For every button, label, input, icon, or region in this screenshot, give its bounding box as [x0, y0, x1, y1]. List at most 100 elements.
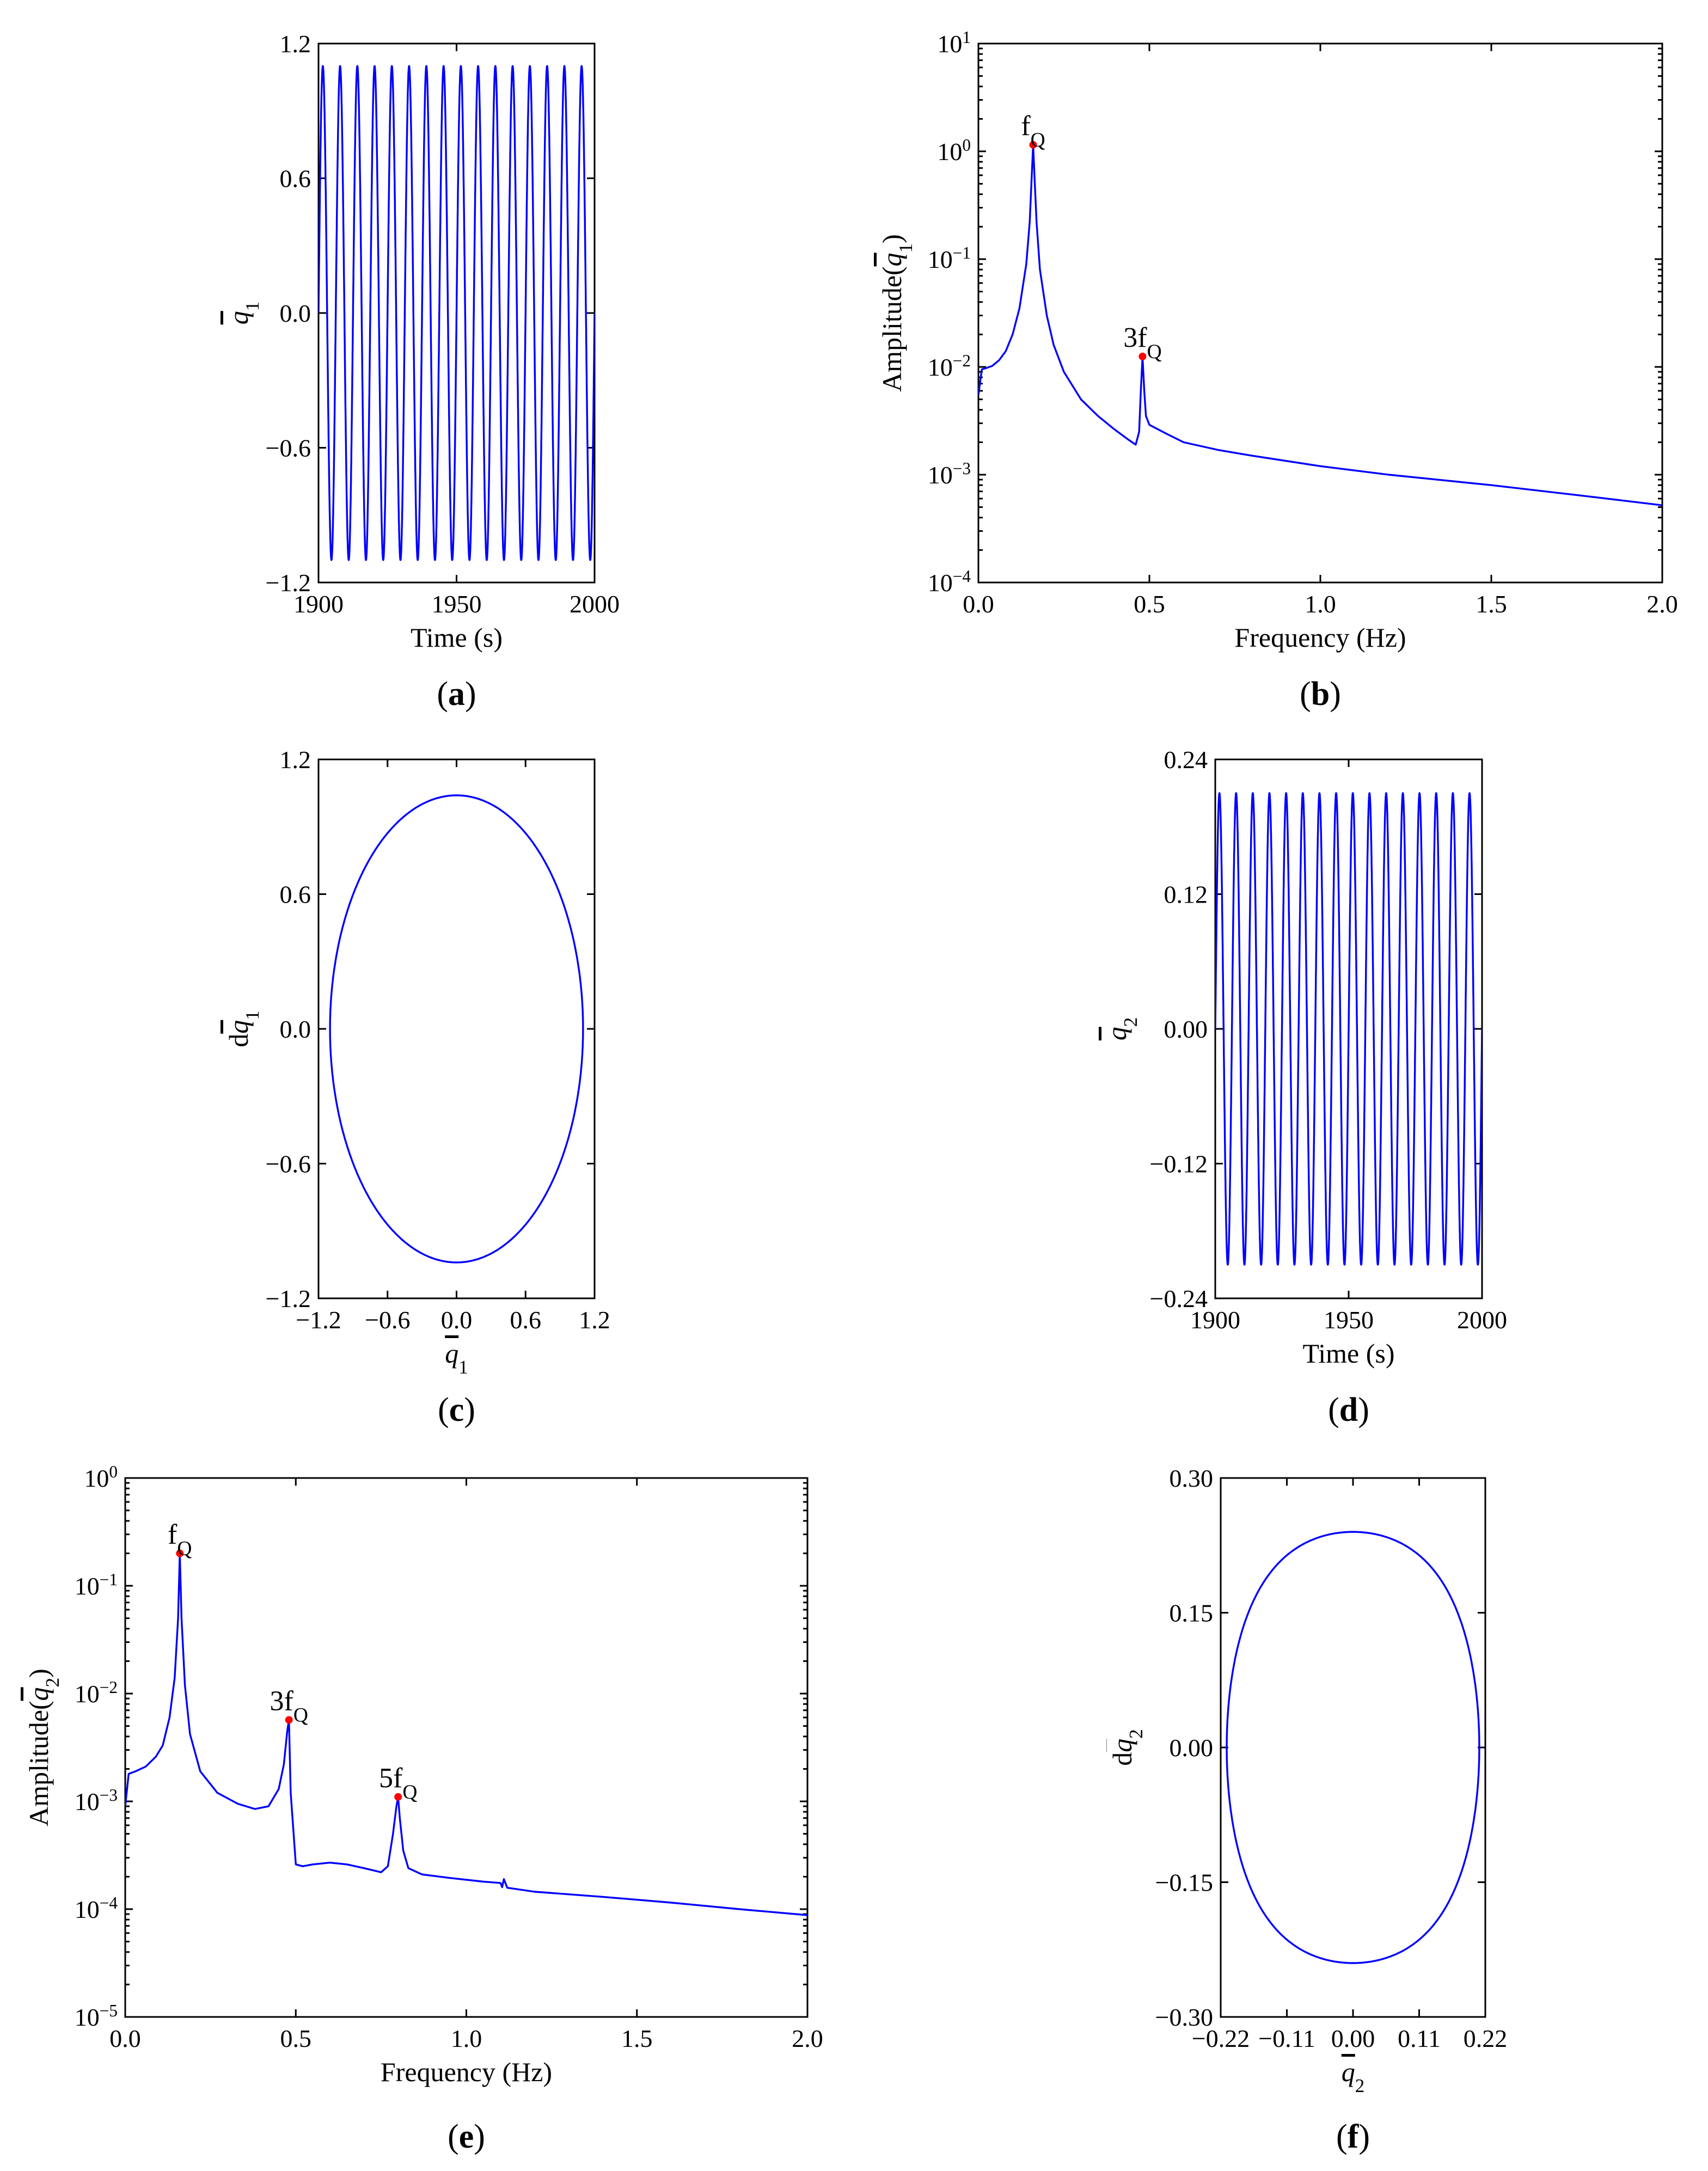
peak-marker — [394, 1793, 402, 1801]
y-tick-label: −0.24 — [1150, 1285, 1208, 1313]
y-tick-label: 1.2 — [280, 746, 311, 774]
peak-label: 5fQ — [379, 1763, 417, 1804]
y-tick-label: 0.6 — [280, 881, 311, 909]
y-tick-label: 10−4 — [928, 567, 971, 597]
y-tick-label: 10−2 — [75, 1678, 118, 1708]
x-tick-label: −0.6 — [365, 1306, 410, 1334]
panel-caption: (e) — [448, 2118, 485, 2155]
y-tick-label: −1.2 — [266, 569, 311, 597]
x-tick-label: 1.0 — [1305, 590, 1336, 618]
y-tick-label: 10−3 — [75, 1786, 118, 1816]
series-line-0 — [125, 1552, 807, 1916]
y-tick-label: 0.15 — [1170, 1599, 1214, 1627]
peak-label: 3fQ — [1123, 322, 1161, 363]
y-tick-label: 100 — [937, 136, 971, 166]
x-tick-label: 0.00 — [1331, 2025, 1375, 2052]
y-tick-label: 100 — [84, 1462, 118, 1493]
y-tick-label: 0.00 — [1164, 1015, 1208, 1043]
series-line-0 — [1215, 792, 1482, 1266]
peak-marker — [1029, 140, 1037, 149]
peak-label: fQ — [1021, 111, 1045, 151]
x-tick-label: 1950 — [432, 590, 482, 618]
x-tick-label: 1950 — [1324, 1306, 1374, 1334]
x-tick-label: 0.5 — [1134, 590, 1165, 618]
plot-frame — [1220, 1477, 1486, 2018]
series-line-0 — [329, 794, 584, 1264]
y-axis-title: q1 — [223, 302, 263, 325]
y-tick-label: 0.6 — [280, 165, 311, 193]
x-axis-title: Frequency (Hz) — [1234, 622, 1406, 653]
plot-frame — [124, 1477, 809, 2018]
y-tick-label: 0.0 — [280, 299, 311, 327]
y-tick-label: −0.30 — [1155, 2003, 1213, 2031]
panel-caption: (f) — [1336, 2118, 1370, 2155]
x-tick-label: 2.0 — [1646, 590, 1678, 618]
peak-marker — [285, 1716, 293, 1724]
x-tick-label: 1.5 — [621, 2025, 653, 2052]
x-tick-label: 0.0 — [963, 590, 994, 618]
y-axis-title: q2 — [1101, 1017, 1141, 1041]
y-tick-label: 10−1 — [928, 243, 971, 274]
y-tick-label: 10−3 — [928, 459, 971, 489]
x-tick-label: 1900 — [293, 590, 344, 618]
x-tick-label: 1.5 — [1476, 590, 1507, 618]
y-tick-label: −0.15 — [1155, 1869, 1213, 1897]
y-tick-label: 0.0 — [280, 1015, 311, 1043]
panel-b: 0.0 0.5 1.0 1.5 2.0 10−4 10−3 10−2 10−1 100 101 Fre… — [877, 28, 1678, 713]
x-tick-label: 2000 — [570, 590, 620, 618]
x-tick-label: 0.11 — [1398, 2025, 1441, 2052]
x-tick-label: −1.2 — [296, 1306, 341, 1334]
plot-frame — [317, 758, 596, 1299]
y-tick-label: 10−5 — [75, 2001, 118, 2032]
panel-a: 1900 1950 2000 −1.2 −0.6 0.0 0.6 1.2 Time (s) q1 (… — [223, 30, 620, 713]
panel-caption: (a) — [437, 676, 476, 713]
panel-d: 1900 1950 2000 −0.24 −0.12 0.00 0.12 0.24 Time (… — [1101, 746, 1507, 1428]
panel-c: −1.2 −0.6 0.0 0.6 1.2 −1.2 −0.6 0.0 0.6 1.2 q1 dq1 (… — [223, 746, 610, 1428]
y-tick-label: 1.2 — [280, 30, 311, 58]
x-tick-label: −0.22 — [1192, 2025, 1250, 2052]
peak-label: fQ — [168, 1519, 192, 1560]
x-axis-title: q1 — [445, 1338, 468, 1378]
y-tick-label: 0.00 — [1170, 1734, 1214, 1762]
x-axis-title: Frequency (Hz) — [381, 2057, 552, 2087]
x-tick-label: 1.2 — [579, 1306, 610, 1334]
y-tick-label: 0.24 — [1164, 746, 1208, 774]
panel-caption: (c) — [438, 1391, 475, 1428]
y-axis-title: Amplitude(q2) — [23, 1669, 63, 1826]
panel-caption: (d) — [1328, 1391, 1369, 1428]
series-line-0 — [319, 65, 595, 561]
x-tick-label: 0.0 — [109, 2025, 141, 2052]
panel-f: −0.22 −0.11 0.00 0.11 0.22 −0.30 −0.15 0.00 0.15… — [1107, 1464, 1507, 2155]
y-tick-label: 0.30 — [1170, 1464, 1214, 1492]
y-axis-title: dq1 — [223, 1010, 263, 1047]
plot-frame — [977, 42, 1663, 584]
x-axis-title: Time (s) — [411, 622, 503, 653]
y-tick-label: −0.12 — [1150, 1150, 1208, 1178]
x-axis-title: q2 — [1342, 2057, 1365, 2096]
x-tick-label: 2000 — [1457, 1306, 1507, 1334]
y-tick-label: 0.12 — [1164, 881, 1208, 909]
peak-marker — [1138, 352, 1147, 360]
y-tick-label: −0.6 — [266, 1150, 311, 1178]
x-tick-label: 1.0 — [451, 2025, 482, 2052]
y-tick-label: 10−1 — [75, 1570, 118, 1600]
x-tick-label: 0.22 — [1464, 2025, 1508, 2052]
y-tick-label: 101 — [937, 28, 971, 58]
x-tick-label: 0.6 — [510, 1306, 542, 1334]
y-tick-label: 10−4 — [75, 1893, 118, 1924]
peak-label: 3fQ — [270, 1685, 308, 1726]
x-axis-title: Time (s) — [1302, 1338, 1394, 1369]
y-tick-label: 10−2 — [928, 351, 971, 382]
x-tick-label: −0.11 — [1258, 2025, 1315, 2052]
panel-caption: (b) — [1300, 676, 1341, 713]
y-axis-title: Amplitude(q1) — [877, 234, 916, 392]
x-tick-label: 2.0 — [792, 2025, 823, 2052]
peak-marker — [176, 1549, 184, 1557]
y-tick-label: −0.6 — [266, 434, 311, 462]
x-tick-label: 1900 — [1190, 1306, 1240, 1334]
series-line-0 — [1226, 1531, 1480, 1964]
x-tick-label: 0.5 — [280, 2025, 312, 2052]
y-axis-title: dq2 — [1107, 1729, 1147, 1766]
x-tick-label: 0.0 — [441, 1306, 473, 1334]
panel-e: 0.0 0.5 1.0 1.5 2.0 10−5 10−4 10−3 10−2 10−1 100 Fr… — [23, 1462, 823, 2156]
